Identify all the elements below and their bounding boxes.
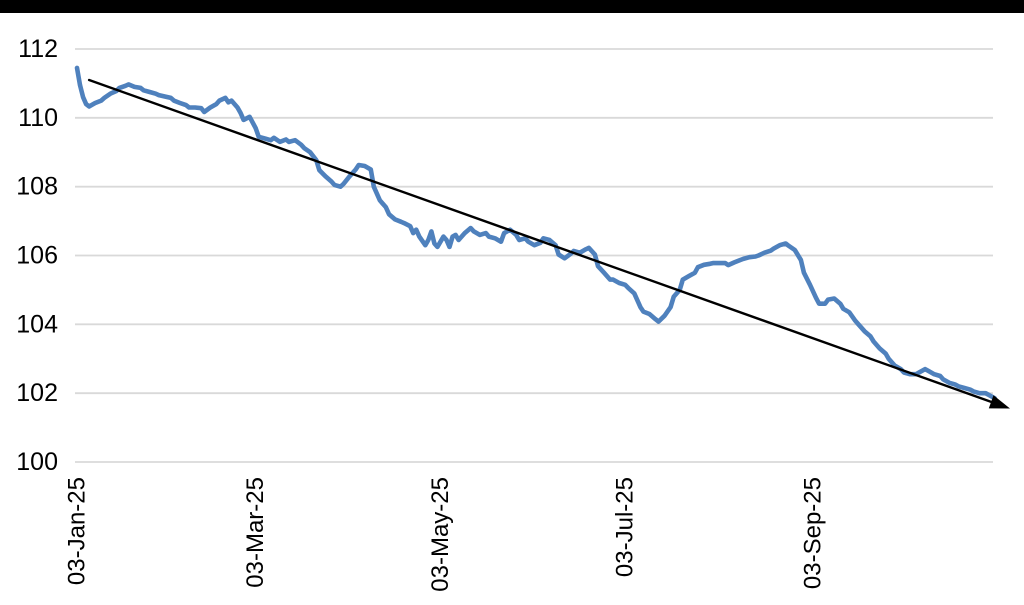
y-axis-labels: 100 102 104 106 108 110 112 [16,35,58,476]
y-tick-label: 100 [16,448,58,476]
y-tick-label: 106 [16,242,58,270]
top-black-bar [0,0,1024,13]
daily-index-line [74,65,998,401]
trend-arrowhead [988,395,1010,409]
gridlines [75,48,993,463]
x-tick-label: 03-Jul-25 [612,477,639,577]
x-tick-label: 03-Mar-25 [242,477,269,588]
x-tick-label: 03-Sep-25 [800,477,827,589]
y-tick-label: 112 [18,35,58,63]
x-tick-label: 03-Jan-25 [64,477,91,585]
y-tick-label: 102 [16,379,58,407]
linear-trend-arrow [87,78,999,406]
x-tick-label: 03-May-25 [427,477,454,592]
y-tick-label: 104 [16,310,58,338]
y-tick-label: 108 [16,173,58,201]
x-axis-labels: 03-Jan-25 03-Mar-25 03-May-25 03-Jul-25 03-S… [64,477,827,592]
y-tick-label: 110 [18,104,58,132]
